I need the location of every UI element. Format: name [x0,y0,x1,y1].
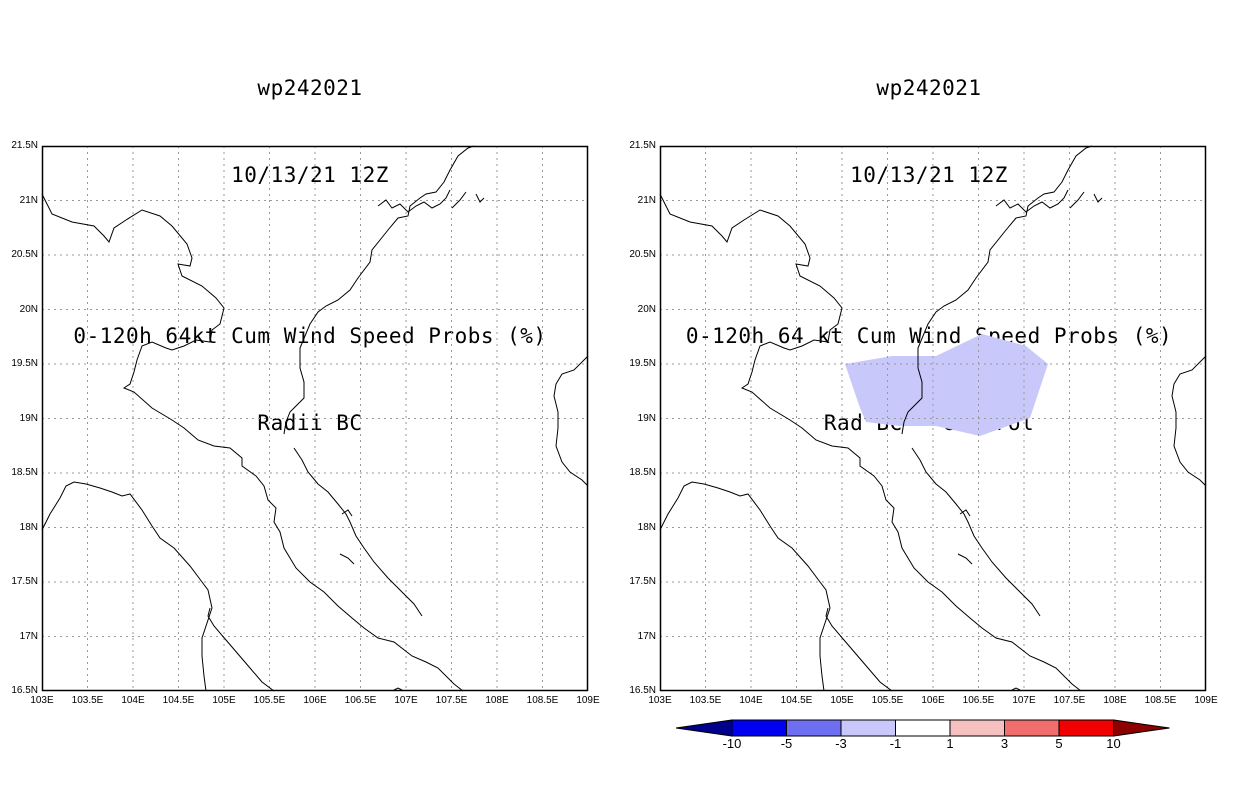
right-map-frame [659,145,1207,692]
right-lon-label: 106.5E [962,695,995,706]
probability-difference-region [845,334,1048,436]
colorbar-tick-label: 10 [1106,736,1121,751]
left-lat-label: 20.5N [11,249,38,260]
colorbar-tick-label: 3 [1000,736,1009,751]
colorbar-arrow-high [1113,719,1170,737]
right-lat-label: 20N [637,303,656,315]
colorbar-segment [949,719,1005,737]
right-lat-label: 19N [637,412,656,424]
left-lon-label: 103.5E [71,695,104,706]
left-lat-label: 19N [19,412,38,424]
right-lon-label: 108.5E [1144,695,1177,706]
right-lon-label: 103E [648,695,672,706]
right-lat-label: 21.5N [629,140,656,151]
left-storm-id: wp242021 [257,76,363,100]
colorbar [676,719,1170,737]
colorbar-segment [731,719,787,737]
colorbar-tick-label: 1 [946,736,954,751]
right-lon-label: 107E [1012,695,1036,706]
colorbar-tick-label: -5 [780,736,793,751]
left-date: 10/13/21 12Z [231,163,389,187]
left-lon-label: 108.5E [526,695,559,706]
right-lat-label: 18.5N [629,467,656,478]
left-lat-label: 21.5N [11,140,38,151]
right-lat-label: 17N [637,630,656,642]
right-lat-label: 19.5N [629,358,656,369]
right-lat-label: 17.5N [629,576,656,587]
left-lat-label: 21N [19,194,38,206]
left-lat-label: 19.5N [11,358,38,369]
left-grid [42,146,588,691]
right-lat-label: 16.5N [629,685,656,696]
left-lon-label: 106E [303,695,327,706]
left-lon-label: 108E [485,695,509,706]
left-lat-label: 20N [19,303,38,315]
right-lon-label: 103.5E [689,695,722,706]
left-lat-label: 17.5N [11,576,38,587]
colorbar-segment [895,719,951,737]
left-lon-label: 107.5E [435,695,468,706]
colorbar-tick-label: -1 [889,736,902,751]
right-lon-label: 109E [1194,695,1218,706]
right-lon-label: 107.5E [1053,695,1086,706]
left-coastline [41,145,589,692]
right-lon-label: 104E [739,695,763,706]
right-map [659,145,1207,692]
left-lon-label: 109E [576,695,600,706]
left-lon-label: 104E [121,695,145,706]
colorbar-arrow-low [676,719,733,737]
left-lon-label: 107E [394,695,418,706]
colorbar-segment [840,719,896,737]
colorbar-segment [786,719,842,737]
left-lon-label: 105.5E [253,695,286,706]
left-map-frame [41,145,589,692]
left-lon-label: 105E [212,695,236,706]
colorbar-segment [1058,719,1114,737]
right-storm-id: wp242021 [876,76,982,100]
right-lon-label: 104.5E [780,695,813,706]
colorbar-tick-label: -10 [722,736,742,751]
right-product-title: 0-120h 64 kt Cum Wind Speed Probs (%) [685,324,1173,348]
colorbar-tick-label: 5 [1055,736,1063,751]
colorbar-segment [1004,719,1060,737]
left-map-panel [41,145,589,692]
right-lon-label: 105E [830,695,854,706]
left-lon-label: 106.5E [344,695,377,706]
left-lat-label: 18.5N [11,467,38,478]
right-lat-label: 21N [637,194,656,206]
left-lon-label: 104.5E [162,695,195,706]
right-coastline [659,145,1207,692]
left-subtitle: Radii BC [257,411,363,435]
right-lat-label: 20.5N [629,249,656,260]
right-lat-label: 18N [637,521,656,533]
left-lat-label: 17N [19,630,38,642]
right-date: 10/13/21 12Z [850,163,1008,187]
right-lon-label: 106E [921,695,945,706]
right-lon-label: 108E [1103,695,1127,706]
colorbar-tick-label: -3 [835,736,847,751]
right-lon-label: 105.5E [871,695,904,706]
left-lat-label: 16.5N [11,685,38,696]
left-lat-label: 18N [19,521,38,533]
left-lon-label: 103E [30,695,54,706]
left-map [41,145,589,692]
left-title-block: wp242021 10/13/21 12Z 0-120h 64kt Cum Wi… [60,16,560,467]
right-grid [660,146,1206,691]
right-map-panel [659,145,1207,692]
